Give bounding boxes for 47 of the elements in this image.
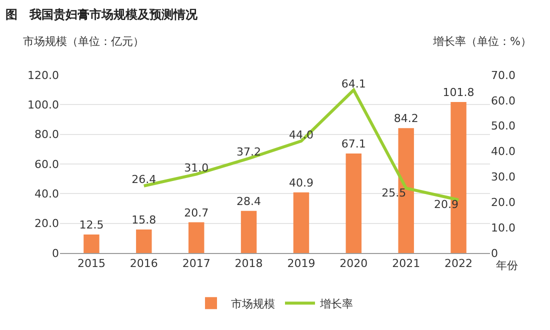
y2-tick-label: 40.0 [491, 145, 516, 158]
data-label: 20.7 [184, 206, 209, 220]
data-label: 12.5 [79, 218, 104, 232]
bar [188, 222, 204, 253]
y-tick-label: 40.0 [34, 188, 59, 201]
x-tick-label: 2022 [444, 257, 473, 270]
y2-tick-label: 20.0 [491, 196, 516, 209]
y2-tick-label: 60.0 [491, 94, 516, 108]
y-tick-label: 0 [52, 246, 59, 260]
bar [346, 153, 362, 253]
x-tick-label: 2021 [392, 257, 420, 270]
chart-title: 图 我国贵妇膏市场规模及预测情况 [6, 7, 198, 22]
y-tick-label: 60.0 [34, 158, 59, 171]
y-tick-label: 120.0 [28, 68, 59, 82]
x-tick-label: 2015 [77, 257, 106, 270]
y2-tick-label: 0 [491, 246, 498, 260]
y2-tick-label: 50.0 [491, 120, 516, 133]
data-label: 28.4 [236, 194, 262, 208]
x-tick-label: 2018 [234, 257, 263, 270]
y-tick-label: 20.0 [34, 217, 59, 230]
y-tick-label: 80.0 [34, 128, 59, 142]
x-tick-label: 2017 [182, 257, 210, 270]
data-label: 40.9 [288, 176, 314, 190]
y2-tick-label: 70.0 [491, 68, 516, 82]
y-tick-label: 100.0 [28, 98, 59, 112]
bar [84, 234, 100, 253]
data-label: 31.0 [184, 161, 209, 174]
y2-axis-title: 增长率（单位：%） [432, 35, 532, 48]
x-tick-label: 2020 [340, 257, 368, 270]
bar [136, 230, 152, 253]
data-label: 84.2 [394, 112, 418, 126]
bar [293, 192, 310, 253]
bar [240, 210, 257, 253]
y2-tick-label: 10.0 [491, 221, 516, 234]
x-tick-label: 2016 [130, 257, 158, 270]
x-tick-label: 2019 [287, 257, 316, 270]
x-axis-title: 年份 [496, 259, 518, 272]
legend-label: 市场规模 [231, 297, 275, 310]
data-label: 101.8 [442, 86, 474, 99]
legend-label: 增长率 [319, 297, 353, 310]
data-label: 37.2 [236, 146, 262, 159]
data-label: 15.8 [132, 214, 156, 227]
y2-tick-label: 30.0 [491, 170, 516, 184]
data-label: 67.1 [341, 137, 366, 150]
data-label: 64.1 [341, 77, 366, 90]
y-axis-title: 市场规模（单位：亿元） [23, 35, 144, 48]
data-label: 26.4 [132, 173, 156, 186]
